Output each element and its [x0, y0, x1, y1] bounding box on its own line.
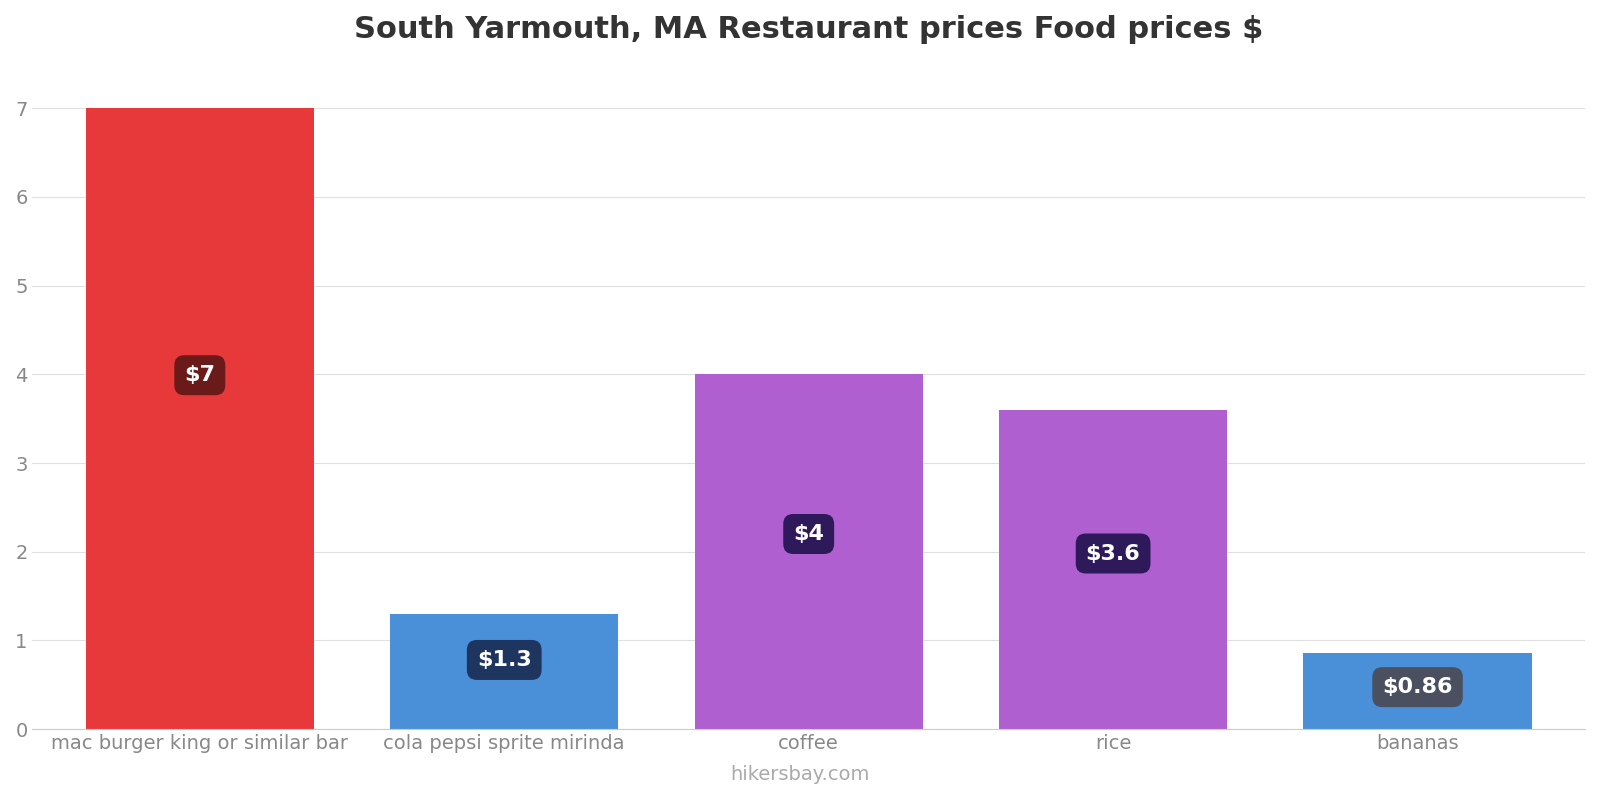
Text: $3.6: $3.6: [1086, 543, 1141, 563]
Title: South Yarmouth, MA Restaurant prices Food prices $: South Yarmouth, MA Restaurant prices Foo…: [354, 15, 1264, 44]
Text: $4: $4: [794, 524, 824, 544]
Text: $7: $7: [184, 366, 216, 386]
Text: hikersbay.com: hikersbay.com: [730, 765, 870, 784]
Bar: [694, 374, 923, 729]
Bar: [86, 108, 314, 729]
Text: $0.86: $0.86: [1382, 677, 1453, 697]
Bar: [998, 410, 1227, 729]
Text: $1.3: $1.3: [477, 650, 531, 670]
Bar: [1304, 653, 1531, 729]
Bar: [390, 614, 619, 729]
